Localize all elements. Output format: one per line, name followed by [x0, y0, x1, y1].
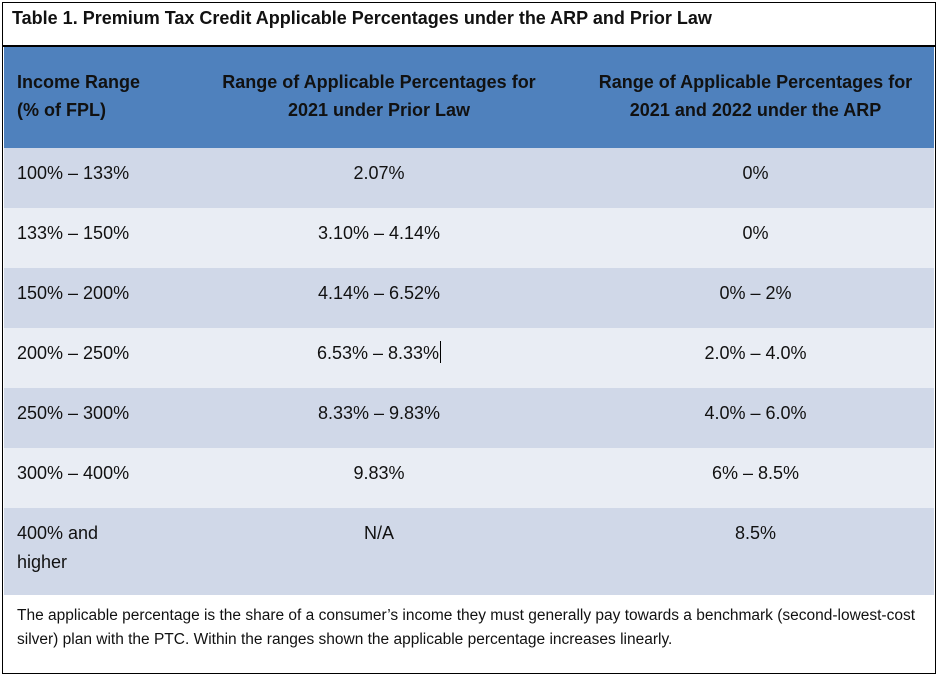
cell-income-range: 150% – 200% [4, 268, 181, 328]
cell-prior-law-text: 6.53% – 8.33% [316, 343, 440, 363]
cell-prior-law: 3.10% – 4.14% [181, 208, 577, 268]
text-cursor [440, 341, 442, 363]
cell-arp: 0% – 2% [577, 268, 934, 328]
header-income-range: Income Range (% of FPL) [4, 47, 181, 148]
table-row: 250% – 300% 8.33% – 9.83% 4.0% – 6.0% [4, 388, 934, 448]
header-arp-line2: 2021 and 2022 under the ARP [629, 100, 882, 120]
header-income-line1: Income Range [17, 72, 141, 92]
cell-arp: 0% [577, 208, 934, 268]
table-header-row: Income Range (% of FPL) Range of Applica… [4, 47, 934, 148]
cell-prior-law: 2.07% [181, 148, 577, 208]
cell-prior-law: 8.33% – 9.83% [181, 388, 577, 448]
cell-income-range: 250% – 300% [4, 388, 181, 448]
cell-arp: 6% – 8.5% [577, 448, 934, 508]
applicable-percentages-table: Income Range (% of FPL) Range of Applica… [4, 47, 934, 595]
table-row: 300% – 400% 9.83% 6% – 8.5% [4, 448, 934, 508]
header-prior-law: Range of Applicable Percentages for 2021… [181, 47, 577, 148]
cell-income-range: 200% – 250% [4, 328, 181, 388]
header-prior-line1: Range of Applicable Percentages for [222, 72, 536, 92]
cell-prior-law: 4.14% – 6.52% [181, 268, 577, 328]
table-row: 133% – 150% 3.10% – 4.14% 0% [4, 208, 934, 268]
header-arp-line1: Range of Applicable Percentages for [598, 72, 913, 92]
header-arp: Range of Applicable Percentages for 2021… [577, 47, 934, 148]
cell-arp: 0% [577, 148, 934, 208]
cell-prior-law: N/A [181, 508, 577, 595]
table-title: Table 1. Premium Tax Credit Applicable P… [3, 3, 935, 47]
cell-income-range: 300% – 400% [4, 448, 181, 508]
table-row: 200% – 250% 6.53% – 8.33% 2.0% – 4.0% [4, 328, 934, 388]
cell-arp: 4.0% – 6.0% [577, 388, 934, 448]
table-row: 150% – 200% 4.14% – 6.52% 0% – 2% [4, 268, 934, 328]
table-row: 100% – 133% 2.07% 0% [4, 148, 934, 208]
header-income-line2: (% of FPL) [17, 100, 106, 120]
cell-prior-law[interactable]: 6.53% – 8.33% [181, 328, 577, 388]
cell-arp: 8.5% [577, 508, 934, 595]
cell-income-range: 100% – 133% [4, 148, 181, 208]
table-footnote: The applicable percentage is the share o… [3, 595, 935, 652]
cell-income-line2: higher [17, 552, 68, 572]
cell-prior-law: 9.83% [181, 448, 577, 508]
table-row: 400% and higher N/A 8.5% [4, 508, 934, 595]
cell-income-range: 133% – 150% [4, 208, 181, 268]
header-prior-line2: 2021 under Prior Law [287, 100, 471, 120]
cell-income-range: 400% and higher [4, 508, 181, 595]
cell-income-line1: 400% and [17, 523, 99, 543]
cell-arp: 2.0% – 4.0% [577, 328, 934, 388]
